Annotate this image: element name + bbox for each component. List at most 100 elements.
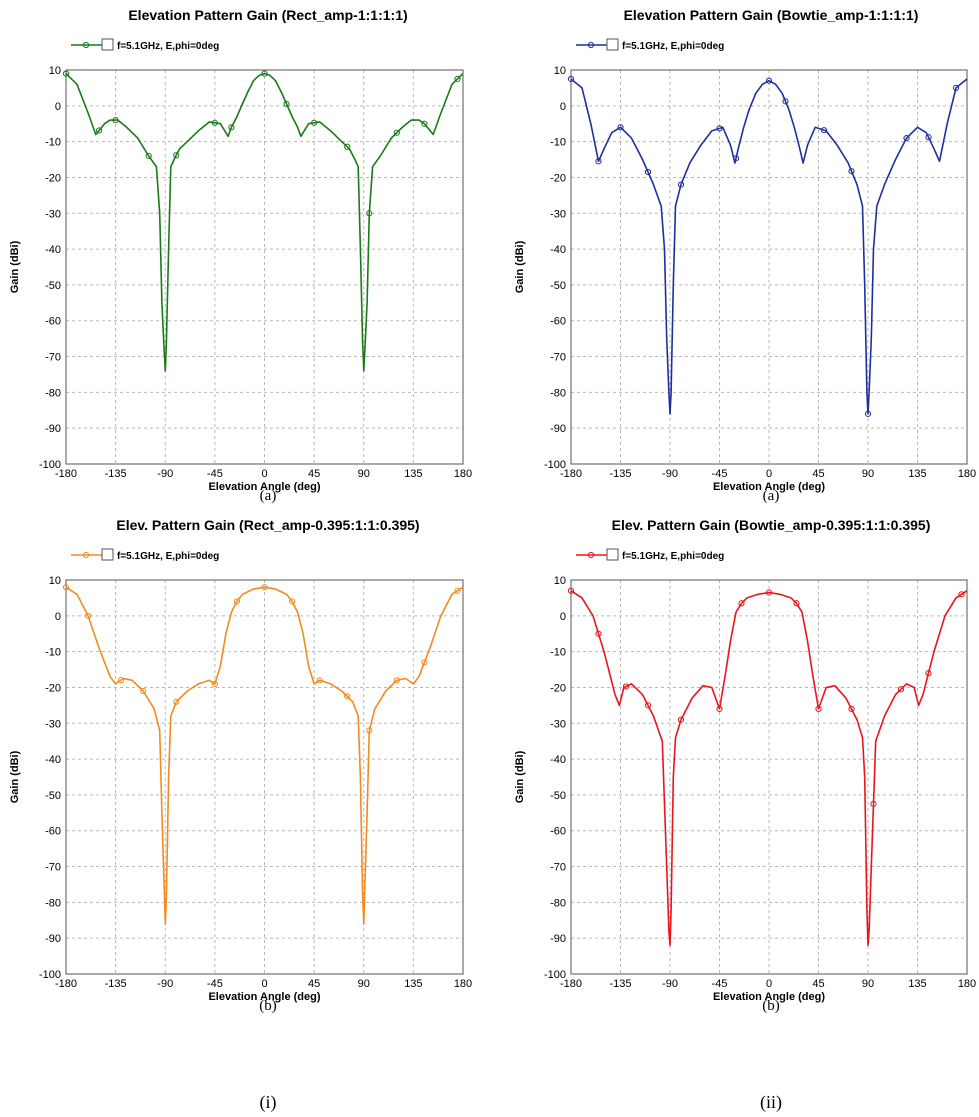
y-tick-label: -100 [544, 459, 566, 471]
series-marker [782, 98, 789, 105]
y-tick-label: -30 [45, 208, 61, 220]
series-marker [677, 716, 685, 723]
y-tick-label: 10 [554, 575, 566, 587]
x-tick-label: 135 [404, 978, 422, 990]
plot-frame [570, 69, 968, 465]
series-marker [903, 134, 910, 142]
x-tick-label: 90 [862, 978, 874, 990]
y-tick-label: -70 [550, 352, 566, 364]
series-marker [716, 705, 723, 713]
series-marker [233, 598, 241, 605]
x-tick-label: -45 [712, 468, 728, 480]
x-tick-label: 45 [308, 468, 320, 480]
series-marker [820, 127, 828, 134]
y-tick-label: -50 [550, 790, 566, 802]
x-tick-label: 135 [908, 978, 926, 990]
y-tick-label: -80 [550, 897, 566, 909]
y-tick-label: 0 [560, 101, 566, 113]
y-tick-label: -90 [550, 423, 566, 435]
y-tick-label: -10 [550, 137, 566, 149]
series-marker [316, 677, 323, 684]
series-marker [261, 584, 268, 591]
x-tick-label: 45 [308, 978, 320, 990]
plot-area [571, 580, 967, 974]
plot-frame [570, 579, 968, 975]
y-tick-label: 0 [560, 611, 566, 623]
series-marker [118, 676, 125, 684]
x-axis-label: Elevation Angle (deg) [208, 991, 320, 1003]
series-marker [140, 687, 147, 695]
series-marker [644, 702, 652, 709]
y-tick-label: -80 [45, 387, 61, 399]
legend-checkbox[interactable] [101, 548, 114, 561]
column-label-i: (i) [260, 1092, 277, 1113]
series-marker [595, 630, 602, 637]
y-tick-label: -100 [39, 969, 61, 981]
series-marker [958, 591, 965, 598]
y-axis-label: Gain (dBi) [9, 750, 21, 803]
legend-marker [587, 41, 595, 49]
x-tick-label: 90 [862, 468, 874, 480]
series-marker [261, 70, 268, 77]
series-marker [421, 120, 428, 127]
series-marker [732, 155, 740, 162]
y-tick-label: 0 [55, 611, 61, 623]
x-axis-label: Elevation Angle (deg) [713, 991, 825, 1003]
x-tick-label: -90 [157, 978, 173, 990]
y-tick-label: -20 [550, 682, 566, 694]
legend-marker [82, 551, 90, 559]
x-tick-label: -45 [207, 978, 223, 990]
x-tick-label: -90 [662, 978, 678, 990]
x-tick-label: -45 [207, 468, 223, 480]
series-marker [765, 589, 773, 596]
x-tick-label: -180 [560, 978, 582, 990]
plot-area [66, 580, 463, 974]
x-axis-label: Elevation Angle (deg) [208, 481, 320, 493]
legend-label: f=5.1GHz, E,phi=0deg [622, 551, 724, 562]
y-tick-label: 10 [49, 575, 61, 587]
legend-checkbox[interactable] [101, 38, 114, 51]
y-tick-label: -100 [39, 459, 61, 471]
series-marker [366, 210, 373, 217]
y-tick-label: -30 [550, 718, 566, 730]
series-marker [870, 800, 877, 807]
series-marker [765, 77, 773, 84]
x-tick-label: -180 [55, 978, 77, 990]
series-marker [454, 75, 461, 83]
series-marker [677, 181, 685, 188]
series-marker [211, 119, 218, 126]
x-tick-label: -135 [105, 468, 127, 480]
x-tick-label: 0 [261, 978, 267, 990]
series-marker [393, 129, 400, 136]
series-marker [793, 600, 800, 607]
y-tick-label: -60 [45, 826, 61, 838]
y-tick-label: -40 [550, 244, 566, 256]
y-tick-label: -10 [45, 137, 61, 149]
legend-checkbox[interactable] [606, 548, 619, 561]
x-tick-label: -135 [609, 468, 631, 480]
y-tick-label: -30 [45, 718, 61, 730]
y-tick-label: -50 [45, 790, 61, 802]
x-tick-label: 0 [261, 468, 267, 480]
x-tick-label: -90 [662, 468, 678, 480]
series-marker [617, 124, 624, 131]
y-tick-label: 10 [554, 65, 566, 77]
series-marker [716, 125, 723, 132]
series-marker [897, 686, 905, 693]
series-marker [95, 127, 103, 134]
x-tick-label: 180 [454, 978, 472, 990]
y-tick-label: -70 [45, 862, 61, 874]
y-tick-label: -40 [45, 754, 61, 766]
series-marker [925, 670, 932, 677]
series-marker [173, 698, 180, 705]
series-marker [344, 693, 351, 700]
legend-label: f=5.1GHz, E,phi=0deg [622, 41, 724, 52]
series-marker [112, 117, 119, 124]
series-marker [84, 612, 92, 619]
y-tick-label: -80 [550, 387, 566, 399]
column-label-ii: (ii) [760, 1092, 782, 1113]
y-tick-label: -50 [550, 280, 566, 292]
series-marker [454, 587, 461, 594]
legend-checkbox[interactable] [606, 38, 619, 51]
